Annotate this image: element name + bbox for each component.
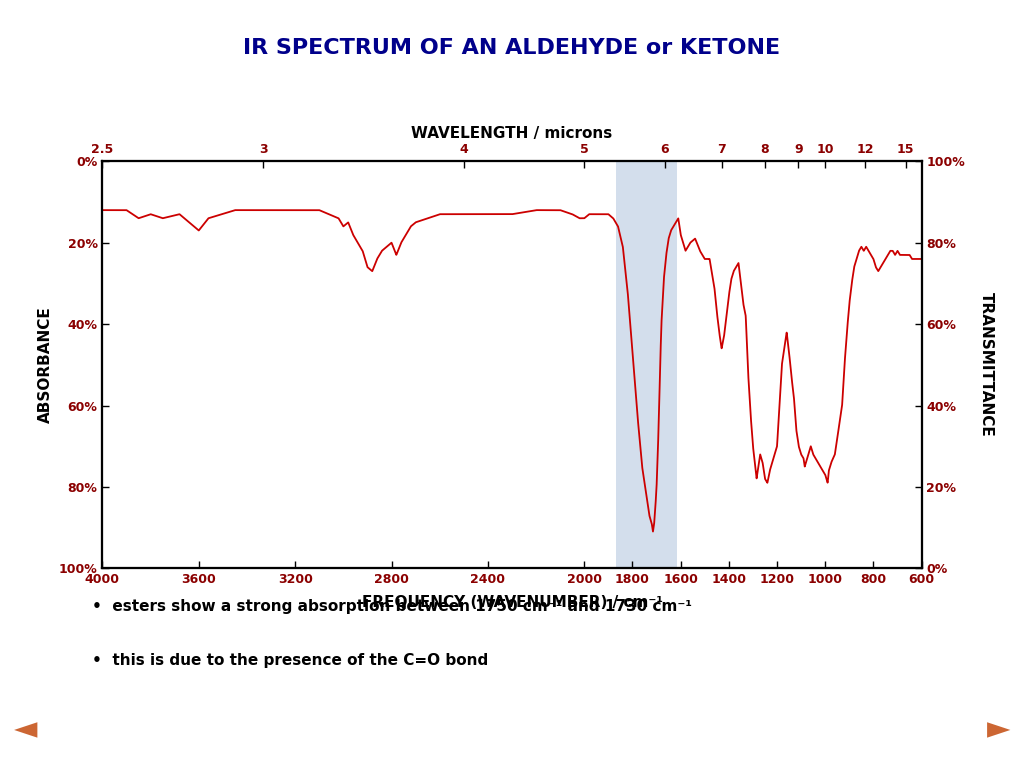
Y-axis label: ABSORBANCE: ABSORBANCE: [38, 306, 53, 423]
Text: IR SPECTRUM OF AN ALDEHYDE or KETONE: IR SPECTRUM OF AN ALDEHYDE or KETONE: [244, 38, 780, 58]
Bar: [615, 161, 677, 568]
Text: •  this is due to the presence of the C=O bond: • this is due to the presence of the C=O…: [92, 653, 488, 668]
Y-axis label: TRANSMITTANCE: TRANSMITTANCE: [979, 293, 994, 437]
Text: •  esters show a strong absorption between 1750 cm⁻¹ and 1730 cm⁻¹: • esters show a strong absorption betwee…: [92, 599, 692, 614]
X-axis label: WAVELENGTH / microns: WAVELENGTH / microns: [412, 126, 612, 141]
Text: ►: ►: [987, 715, 1010, 744]
X-axis label: FREQUENCY (WAVENUMBER) / cm⁻¹: FREQUENCY (WAVENUMBER) / cm⁻¹: [361, 594, 663, 610]
Text: ◄: ◄: [14, 715, 37, 744]
